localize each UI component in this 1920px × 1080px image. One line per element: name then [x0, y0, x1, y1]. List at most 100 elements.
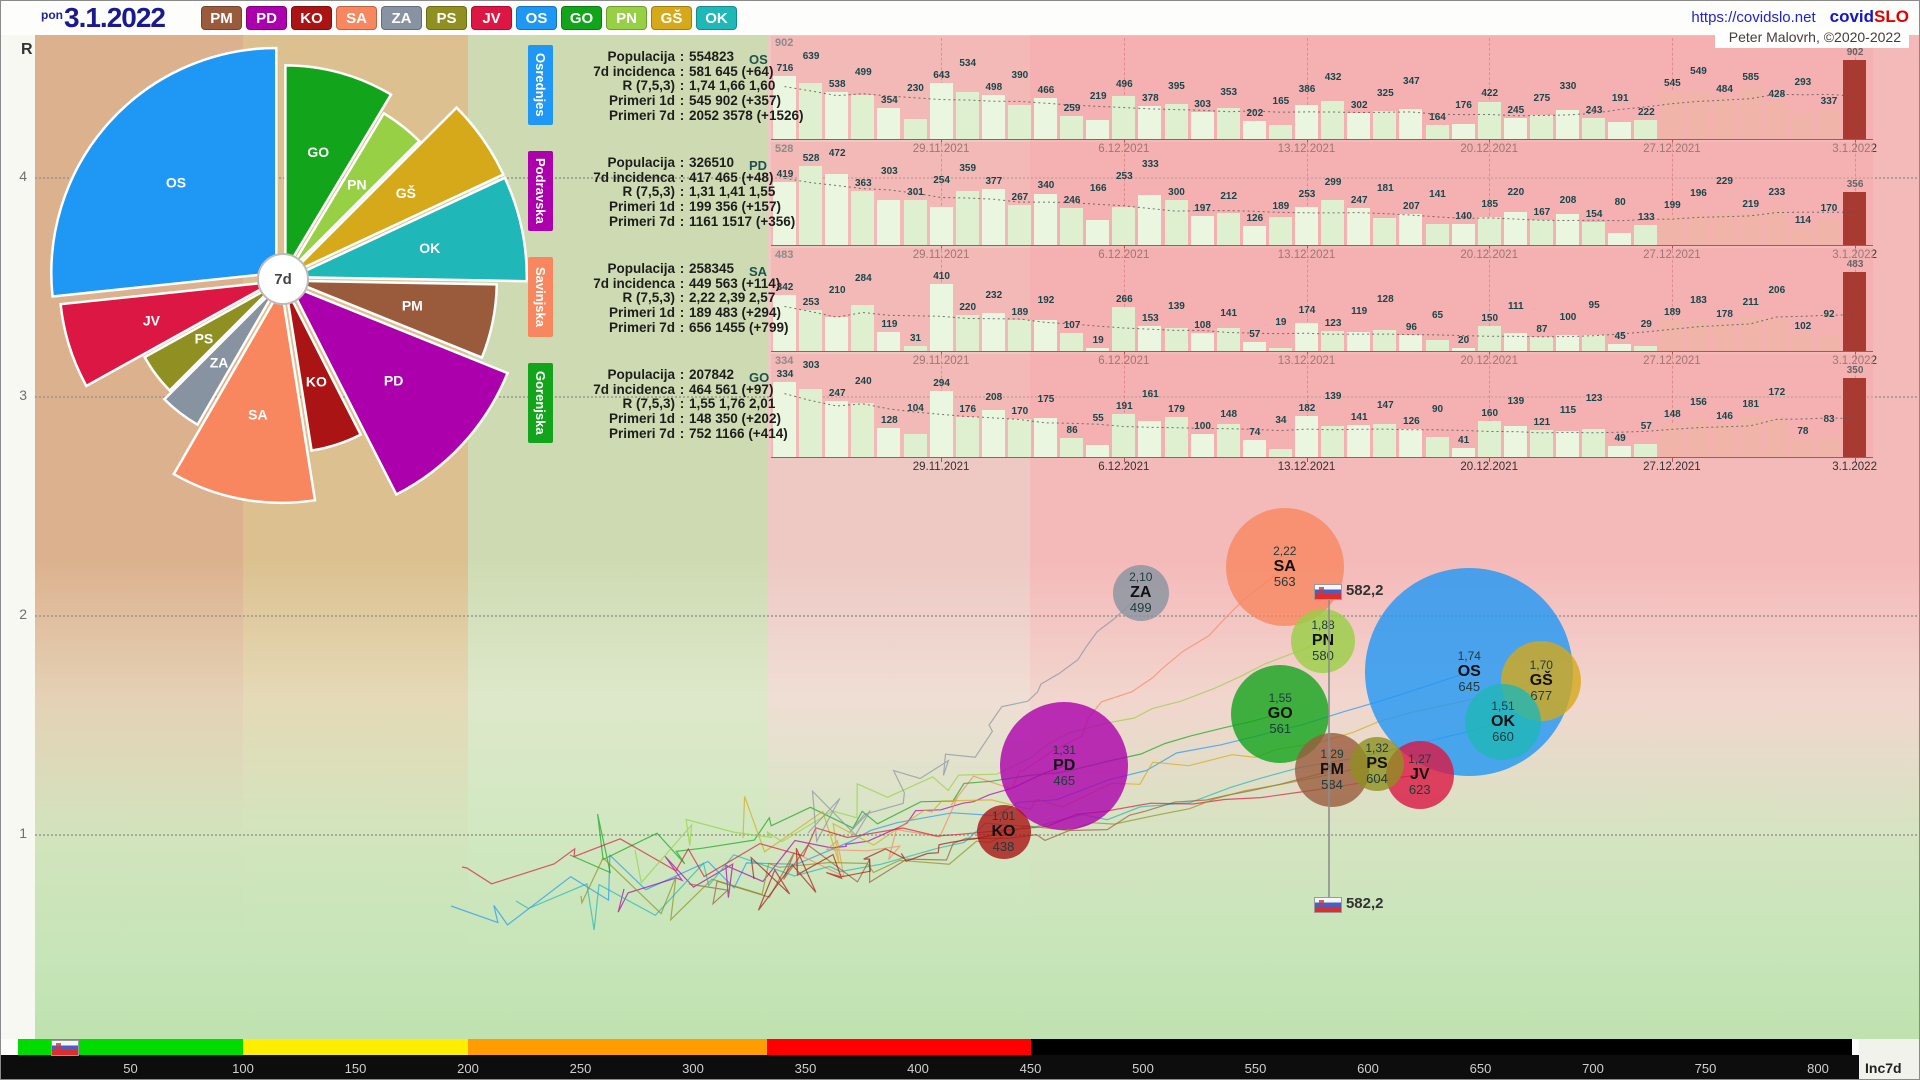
bubble-PD[interactable]: 1,31 PD 465: [1000, 702, 1129, 831]
scale-bar-segment: [243, 1039, 468, 1055]
region-badge-GO[interactable]: GO: [561, 6, 602, 30]
bar-value-label: 108: [1194, 320, 1211, 332]
pie-slice-label: GO: [307, 144, 329, 160]
region-badge-PM[interactable]: PM: [201, 6, 242, 30]
region-badge-OK[interactable]: OK: [696, 6, 737, 30]
bar-value-label: 74: [1249, 427, 1261, 439]
bar-PD-17: [1216, 213, 1240, 245]
week-gridline: [1489, 356, 1491, 457]
pie-slice-PD[interactable]: [287, 282, 510, 497]
stat-row-incidenca: 7d incidenca:581 645 (+64): [563, 64, 863, 80]
pie-slice-GŠ[interactable]: [289, 105, 506, 275]
bar-OS-32: [1608, 122, 1632, 139]
x-tick-label: 200: [457, 1061, 479, 1076]
site-url-link[interactable]: https://covidslo.net: [1691, 9, 1816, 26]
bar-value-label: 466: [1037, 85, 1055, 97]
pie-slice-PS[interactable]: [142, 283, 277, 393]
bar-value-label: 230: [907, 82, 924, 94]
bar-value-label: 100: [1194, 421, 1211, 433]
bar-OS-22: [1347, 112, 1371, 139]
bubble-r-value: 1,88: [1311, 618, 1335, 633]
pie-slice-label: ZA: [210, 354, 229, 370]
region-badge-PS[interactable]: PS: [426, 6, 467, 30]
week-gridline: [1489, 38, 1491, 139]
bar-SA-36: [1712, 321, 1736, 351]
bar-value-label: 253: [802, 296, 820, 308]
trend-line: [784, 306, 1855, 338]
bar-value-label: 139: [1324, 390, 1342, 402]
region-badge-GŠ[interactable]: GŠ: [651, 6, 692, 30]
chart-axis: [771, 457, 1873, 458]
pie-slice-ZA[interactable]: [162, 285, 279, 427]
bar-SA-12: [1086, 347, 1110, 351]
bubble-incidence: 465: [1053, 773, 1076, 789]
bar-value-label: 175: [1037, 393, 1055, 405]
week-gridline: [1306, 250, 1308, 351]
bubble-incidence: 580: [1312, 648, 1334, 664]
bar-value-label: 284: [854, 272, 872, 284]
pie-slice-label: KO: [306, 374, 327, 390]
bar-GO-27: [1477, 420, 1501, 457]
pie-slice-JV[interactable]: [59, 280, 276, 388]
stat-value: 2,22 2,39 2,57: [689, 290, 776, 306]
pie-slice-OS[interactable]: [50, 46, 278, 298]
pie-slice-PN[interactable]: [287, 111, 422, 273]
pie-slice-OK[interactable]: [291, 176, 529, 283]
bar-SA-7: [955, 315, 979, 351]
region-badge-PN[interactable]: PN: [606, 6, 647, 30]
bar-PD-21: [1321, 200, 1345, 245]
region-badge-JV[interactable]: JV: [471, 6, 512, 30]
stat-row-primeri1d: Primeri 1d:199 356 (+157): [563, 199, 863, 215]
pie-slice-SA[interactable]: [172, 284, 317, 505]
bubble-SA[interactable]: 2,22 SA 563: [1225, 507, 1344, 626]
week-gridline: [1671, 356, 1673, 457]
bar-OS-27: [1477, 102, 1501, 139]
bubble-r-value: 1,29: [1320, 747, 1344, 762]
bubble-region-code: ZA: [1130, 584, 1152, 602]
bar-PD-15: [1164, 200, 1188, 245]
bubble-OK[interactable]: 1,51 OK 660: [1465, 684, 1541, 761]
bar-OS-26: [1451, 123, 1475, 139]
bar-GO-1: [799, 388, 823, 457]
trail-PD: [617, 765, 1065, 913]
bar-SA-38: [1764, 317, 1788, 351]
weekday-label: pon: [41, 8, 63, 22]
bubble-PS[interactable]: 1,32 PS 604: [1350, 736, 1404, 791]
region-badge-OS[interactable]: OS: [516, 6, 557, 30]
pie-slice-KO[interactable]: [284, 286, 363, 452]
bar-OS-16: [1190, 112, 1214, 139]
bar-OS-8: [981, 95, 1005, 139]
bar-value-label: 330: [1559, 80, 1577, 92]
pie-slice-GO[interactable]: [284, 64, 393, 275]
top-bar: pon 3.1.2022 PM PD KO SA ZA PS JV OS GO PN GŠ OK ht…: [1, 1, 1919, 35]
region-badge-PD[interactable]: PD: [246, 6, 287, 30]
bar-OS-11: [1060, 116, 1084, 139]
bubble-KO[interactable]: 1,01 KO 438: [976, 804, 1031, 859]
bar-GO-33: [1634, 444, 1658, 457]
bubble-r-value: 1,55: [1268, 690, 1292, 705]
bar-GO-6: [929, 390, 953, 457]
region-badge-SA[interactable]: SA: [336, 6, 377, 30]
stat-value: 326510: [689, 155, 735, 170]
brand-covid: covid: [1829, 7, 1875, 26]
bar-PD-26: [1451, 224, 1475, 245]
bar-value-label: 123: [1585, 392, 1603, 404]
bubble-ZA[interactable]: 2,10 ZA 499: [1112, 565, 1169, 622]
region-badge-ZA[interactable]: ZA: [381, 6, 422, 30]
bubble-PN[interactable]: 1,88 PN 580: [1291, 609, 1355, 674]
bar-value-label: 254: [933, 174, 950, 186]
region-badge-KO[interactable]: KO: [291, 6, 332, 30]
bar-SA-41: [1843, 272, 1867, 351]
bar-PD-30: [1556, 213, 1579, 245]
pie-slice-PM[interactable]: [291, 279, 499, 360]
panel-PD: Populacija:326510 7d incidenca:417 465 (+…: [563, 155, 863, 230]
stat-value: 148 350 (+202): [689, 411, 781, 427]
stat-label: Populacija: [607, 367, 675, 382]
bar-value-label: 172: [1768, 387, 1786, 399]
bar-value-label: 140: [1455, 211, 1472, 223]
bubble-r-value: 1,01: [991, 808, 1016, 823]
bar-SA-32: [1608, 343, 1632, 351]
trail-ZA: [807, 592, 1142, 844]
bar-value-label: 472: [828, 148, 846, 159]
axis-tick: [1306, 139, 1308, 144]
